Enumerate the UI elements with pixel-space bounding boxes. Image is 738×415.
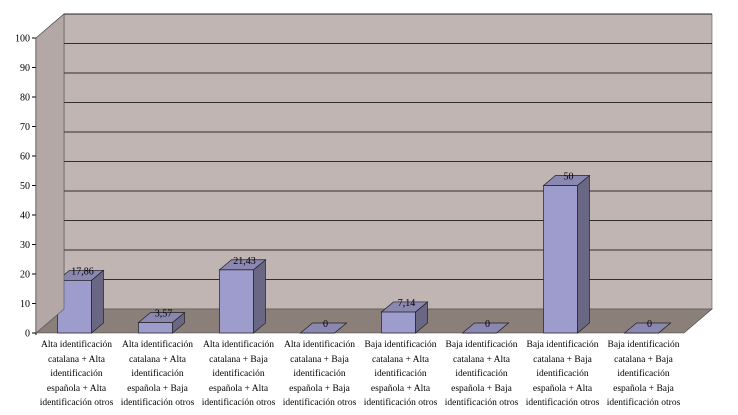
x-tick-label-line: identificación (520, 367, 606, 382)
chart-floor (36, 309, 712, 333)
bar-side (254, 260, 266, 333)
x-tick-label-line: española + Baja (277, 382, 363, 397)
bar-data-label: 21,43 (233, 256, 256, 267)
bar-data-label: 0 (647, 319, 652, 330)
bar (220, 260, 266, 333)
x-tick-label-line: identificación otros (439, 396, 525, 411)
x-tick-label-line: española + Alta (196, 382, 282, 397)
y-axis: 0 10 20 30 40 50 60 70 80 90 100 (15, 34, 36, 340)
bar-data-label: 17,86 (71, 266, 94, 277)
bar-data-label: 7,14 (398, 298, 416, 309)
y-tick-label: 20 (20, 270, 30, 281)
x-tick-label-line: identificación (196, 367, 282, 382)
x-tick-label-line: catalana + Alta (115, 353, 201, 368)
bar (544, 176, 590, 334)
x-tick-label-line: catalana + Baja (277, 353, 363, 368)
x-tick-label-line: Alta identificación (115, 338, 201, 353)
x-tick-label-line: identificación otros (601, 396, 687, 411)
y-tick-label: 40 (20, 211, 30, 222)
bar-front (139, 322, 173, 333)
x-tick-label-line: Alta identificación (34, 338, 120, 353)
x-tick-label-line: identificación otros (358, 396, 444, 411)
bar-front (220, 270, 254, 333)
x-tick-label-line: identificación (115, 367, 201, 382)
x-tick-label-line: española + Baja (601, 382, 687, 397)
x-tick-label-line: Baja identificación (439, 338, 525, 353)
x-tick-label-line: catalana + Alta (358, 353, 444, 368)
chart-side-wall (36, 14, 64, 333)
y-tick-label: 100 (15, 34, 30, 45)
y-tick-label: 60 (20, 152, 30, 163)
bar (58, 270, 104, 333)
x-tick-label-line: identificación (601, 367, 687, 382)
bar-data-label: 0 (485, 319, 490, 330)
x-tick-label-line: Baja identificación (601, 338, 687, 353)
x-tick-label-line: identificación otros (520, 396, 606, 411)
bar-data-label: 0 (323, 319, 328, 330)
y-tick-label: 30 (20, 240, 30, 251)
bar-data-label: 50 (564, 172, 574, 183)
x-tick-label-line: identificación otros (115, 396, 201, 411)
x-tick-label-line: identificación (34, 367, 120, 382)
x-tick-label-line: identificación otros (196, 396, 282, 411)
x-tick-label-line: española + Alta (358, 382, 444, 397)
x-tick-label-line: identificación otros (277, 396, 363, 411)
y-tick-label: 90 (20, 63, 30, 74)
bar-side (92, 270, 104, 333)
x-tick-label-line: Baja identificación (520, 338, 606, 353)
x-tick-label-line: catalana + Alta (439, 353, 525, 368)
x-tick-label-line: catalana + Alta (34, 353, 120, 368)
x-tick-label-line: española + Baja (439, 382, 525, 397)
x-tick-label-line: identificación (439, 367, 525, 382)
x-tick-label-line: española + Alta (520, 382, 606, 397)
x-tick-label-line: catalana + Baja (601, 353, 687, 368)
bar-front (382, 312, 416, 333)
x-tick-label-line: española + Alta (34, 382, 120, 397)
x-tick-label-line: identificación (358, 367, 444, 382)
x-tick-label-line: Alta identificación (196, 338, 282, 353)
x-tick-label-line: Baja identificación (358, 338, 444, 353)
x-tick-label-line: catalana + Baja (520, 353, 606, 368)
x-tick-label-line: identificación otros (34, 396, 120, 411)
y-tick-label: 70 (20, 122, 30, 133)
x-tick-label-line: española + Baja (115, 382, 201, 397)
bar-front (544, 186, 578, 334)
x-tick-label-line: Alta identificación (277, 338, 363, 353)
y-tick-label: 50 (20, 181, 30, 192)
x-tick-label-line: identificación (277, 367, 363, 382)
y-tick-label: 80 (20, 93, 30, 104)
x-tick-label-line: catalana + Baja (196, 353, 282, 368)
y-tick-label: 0 (25, 329, 30, 340)
bar-data-label: 3,57 (155, 308, 173, 319)
y-tick-label: 10 (20, 299, 30, 310)
bar-side (578, 176, 590, 334)
